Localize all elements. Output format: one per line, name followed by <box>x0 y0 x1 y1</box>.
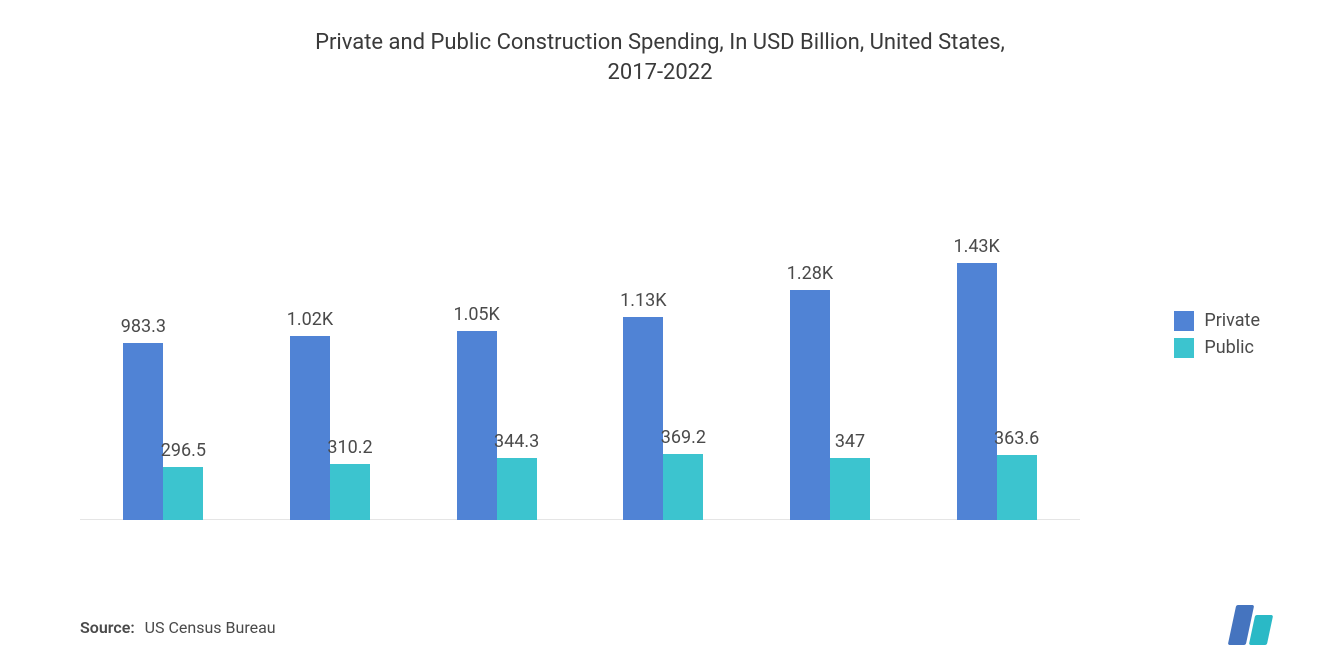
legend-swatch-public <box>1174 338 1194 358</box>
legend-label-public: Public <box>1204 337 1254 358</box>
bar-public <box>997 455 1037 520</box>
bar-value-label: 369.2 <box>638 427 728 448</box>
bar-value-label: 363.6 <box>972 428 1062 449</box>
title-line-1: Private and Public Construction Spending… <box>315 30 1005 55</box>
source-text: US Census Bureau <box>145 618 276 637</box>
chart-title: Private and Public Construction Spending… <box>210 0 1110 87</box>
bar-private <box>457 331 497 520</box>
legend-label-private: Private <box>1204 310 1260 331</box>
bar-public <box>663 454 703 520</box>
legend-item-private: Private <box>1174 310 1260 331</box>
bar-value-label: 344.3 <box>472 431 562 452</box>
x-axis-baseline <box>80 519 1080 520</box>
bar-value-label: 347 <box>805 431 895 452</box>
bar-public <box>497 458 537 520</box>
bar-value-label: 1.28K <box>765 263 855 284</box>
legend-item-public: Public <box>1174 337 1260 358</box>
bar-value-label: 1.43K <box>932 236 1022 257</box>
bar-private <box>957 263 997 520</box>
bar-value-label: 310.2 <box>305 437 395 458</box>
source-prefix: Source: <box>80 618 135 637</box>
source-citation: Source: US Census Bureau <box>80 618 276 637</box>
bar-value-label: 296.5 <box>138 440 228 461</box>
bar-private <box>790 290 830 520</box>
legend-swatch-private <box>1174 311 1194 331</box>
bar-public <box>830 458 870 520</box>
brand-logo <box>1232 605 1270 645</box>
legend: Private Public <box>1174 310 1260 364</box>
bar-private <box>623 317 663 520</box>
bar-public <box>163 467 203 520</box>
plot-area: 983.3296.520171.02K310.220181.05K344.320… <box>80 160 1080 520</box>
bar-value-label: 1.13K <box>598 290 688 311</box>
bar-value-label: 983.3 <box>98 316 188 337</box>
title-line-2: 2017-2022 <box>608 60 713 85</box>
bar-value-label: 1.05K <box>432 304 522 325</box>
logo-bar-right <box>1249 615 1273 645</box>
bar-private <box>123 343 163 520</box>
bar-value-label: 1.02K <box>265 309 355 330</box>
chart-area: 983.3296.520171.02K310.220181.05K344.320… <box>80 160 1080 560</box>
bar-private <box>290 336 330 520</box>
bar-public <box>330 464 370 520</box>
